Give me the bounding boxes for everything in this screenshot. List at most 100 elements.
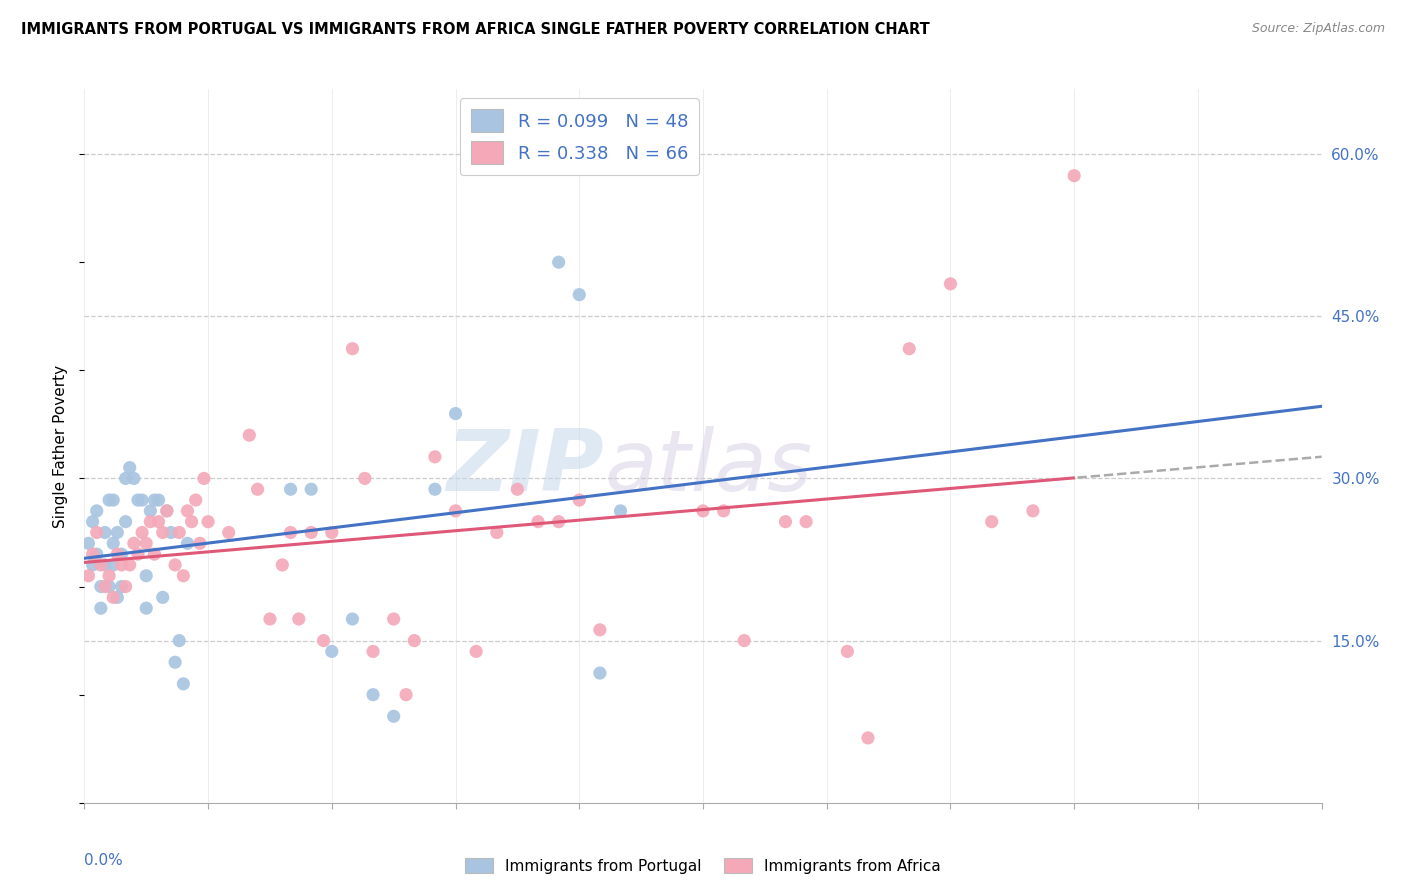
Point: [506, 482, 529, 496]
Point: [259, 612, 281, 626]
Point: [382, 612, 405, 626]
Point: [167, 525, 190, 540]
Point: [218, 525, 240, 540]
Point: [775, 515, 797, 529]
Point: [118, 558, 141, 572]
Text: IMMIGRANTS FROM PORTUGAL VS IMMIGRANTS FROM AFRICA SINGLE FATHER POVERTY CORRELA: IMMIGRANTS FROM PORTUGAL VS IMMIGRANTS F…: [21, 22, 929, 37]
Point: [465, 644, 488, 658]
Point: [131, 525, 153, 540]
Point: [82, 547, 104, 561]
Point: [127, 493, 149, 508]
Point: [103, 536, 125, 550]
Point: [103, 558, 125, 572]
Point: [238, 428, 260, 442]
Point: [423, 482, 446, 496]
Point: [135, 601, 157, 615]
Legend: R = 0.099   N = 48, R = 0.338   N = 66: R = 0.099 N = 48, R = 0.338 N = 66: [460, 98, 699, 176]
Point: [156, 504, 179, 518]
Point: [246, 482, 269, 496]
Point: [271, 558, 294, 572]
Point: [90, 580, 112, 594]
Point: [148, 515, 170, 529]
Point: [589, 623, 612, 637]
Legend: Immigrants from Portugal, Immigrants from Africa: Immigrants from Portugal, Immigrants fro…: [460, 852, 946, 880]
Point: [188, 536, 211, 550]
Point: [444, 407, 467, 421]
Point: [423, 450, 446, 464]
Point: [547, 255, 569, 269]
Point: [713, 504, 735, 518]
Point: [444, 504, 467, 518]
Point: [280, 525, 302, 540]
Point: [898, 342, 921, 356]
Point: [139, 504, 162, 518]
Point: [114, 515, 136, 529]
Text: 0.0%: 0.0%: [84, 853, 124, 868]
Point: [135, 536, 157, 550]
Point: [77, 536, 100, 550]
Point: [77, 568, 100, 582]
Point: [288, 612, 311, 626]
Point: [118, 460, 141, 475]
Point: [114, 580, 136, 594]
Point: [568, 493, 591, 508]
Point: [980, 515, 1002, 529]
Point: [82, 558, 104, 572]
Point: [94, 580, 117, 594]
Point: [167, 633, 190, 648]
Text: Source: ZipAtlas.com: Source: ZipAtlas.com: [1251, 22, 1385, 36]
Point: [165, 655, 187, 669]
Point: [280, 482, 302, 496]
Point: [98, 580, 121, 594]
Point: [184, 493, 207, 508]
Point: [94, 525, 117, 540]
Point: [114, 471, 136, 485]
Point: [353, 471, 375, 485]
Point: [299, 525, 322, 540]
Point: [105, 547, 128, 561]
Point: [86, 525, 108, 540]
Point: [342, 612, 364, 626]
Point: [122, 536, 145, 550]
Point: [110, 547, 132, 561]
Point: [312, 633, 335, 648]
Point: [382, 709, 405, 723]
Point: [152, 591, 174, 605]
Point: [176, 536, 198, 550]
Point: [139, 515, 162, 529]
Point: [547, 515, 569, 529]
Point: [82, 515, 104, 529]
Point: [794, 515, 817, 529]
Point: [176, 504, 198, 518]
Point: [156, 504, 179, 518]
Point: [733, 633, 755, 648]
Point: [527, 515, 550, 529]
Point: [856, 731, 879, 745]
Point: [321, 644, 343, 658]
Point: [172, 568, 194, 582]
Point: [90, 558, 112, 572]
Point: [361, 688, 384, 702]
Point: [321, 525, 343, 540]
Point: [568, 287, 591, 301]
Point: [110, 580, 132, 594]
Point: [609, 504, 631, 518]
Text: ZIP: ZIP: [446, 425, 605, 509]
Point: [148, 493, 170, 508]
Point: [180, 515, 202, 529]
Point: [86, 547, 108, 561]
Point: [105, 525, 128, 540]
Point: [135, 568, 157, 582]
Point: [103, 591, 125, 605]
Point: [98, 493, 121, 508]
Point: [131, 493, 153, 508]
Point: [103, 493, 125, 508]
Point: [589, 666, 612, 681]
Text: atlas: atlas: [605, 425, 813, 509]
Point: [122, 471, 145, 485]
Point: [485, 525, 508, 540]
Point: [105, 591, 128, 605]
Point: [197, 515, 219, 529]
Point: [160, 525, 183, 540]
Point: [395, 688, 418, 702]
